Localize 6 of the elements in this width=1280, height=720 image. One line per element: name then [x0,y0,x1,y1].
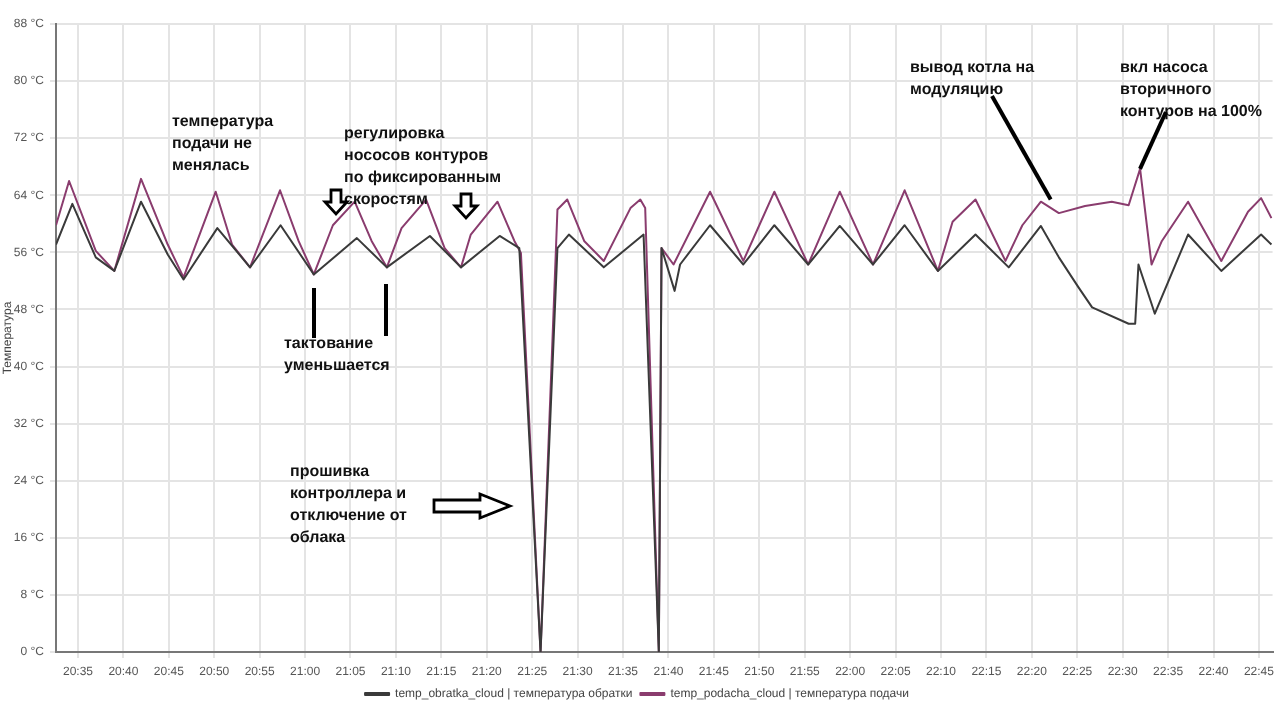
annotation: тактование уменьшается [284,332,390,376]
annotation: вкл насоса вторичного контуров на 100% [1120,56,1262,122]
annotation: температура подачи не менялась [172,110,274,176]
annotation: вывод котла на модуляцию [910,56,1035,100]
annotation: регулировка нососов контуров по фиксированным скоростям [344,122,502,210]
annotation: прошивка контроллера и отключение от облака [290,460,407,548]
